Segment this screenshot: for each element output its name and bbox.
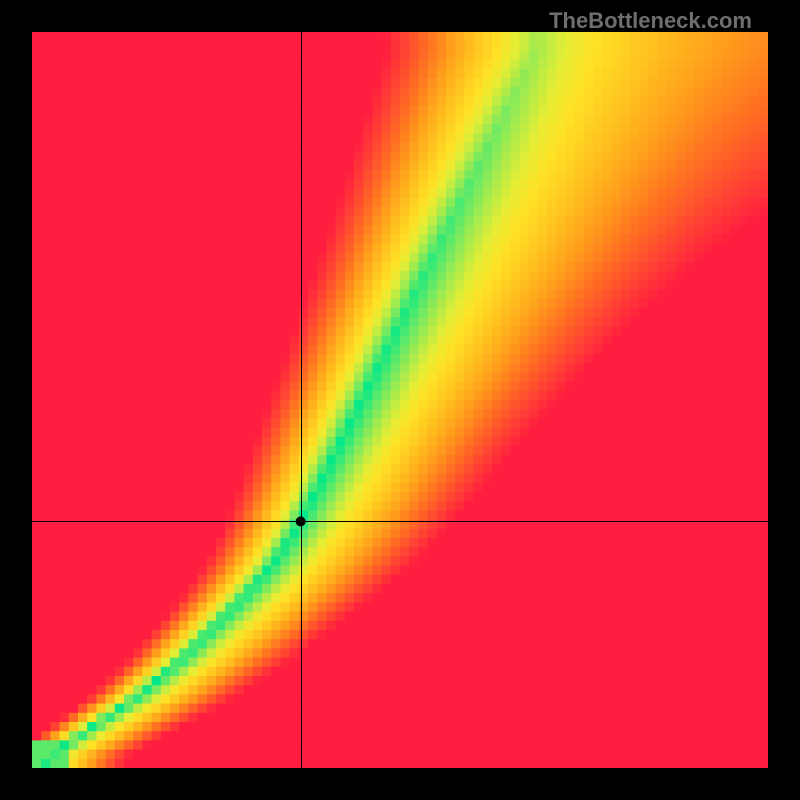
watermark-text: TheBottleneck.com	[549, 8, 752, 34]
chart-container: TheBottleneck.com	[0, 0, 800, 800]
heatmap-canvas	[32, 32, 768, 768]
